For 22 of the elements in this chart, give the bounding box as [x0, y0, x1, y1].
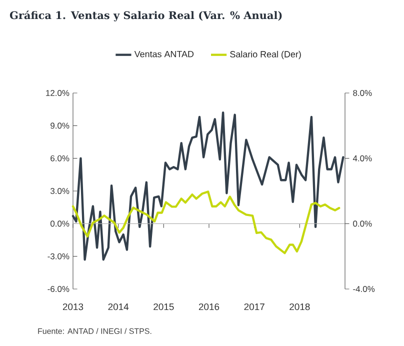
- y-tick-label: 12.0%: [46, 90, 70, 96]
- y-tick-label: 9.0%: [50, 122, 70, 129]
- line-series: [72, 190, 340, 254]
- y-tick-label: 0.0%: [50, 220, 70, 227]
- y2-tick-label: 8.0%: [353, 90, 372, 96]
- legend-label: Salario Real (Der): [230, 50, 301, 60]
- y2-tick-label: 4.0%: [352, 155, 372, 162]
- y-tick-label: -6.0%: [48, 286, 70, 292]
- chart-title: Gráfica 1. Ventas y Salario Real (Var. % Anual): [10, 10, 282, 22]
- x-tick-label: 2014: [108, 303, 129, 310]
- x-tick-label: 2016: [198, 303, 220, 310]
- y-tick-label: 6.0%: [50, 155, 70, 162]
- line-series: [72, 112, 344, 261]
- x-tick-label: 2018: [290, 303, 310, 310]
- x-tick-label: 2017: [244, 303, 264, 310]
- y2-tick-label: 0.0%: [353, 220, 372, 227]
- x-tick-label: 2013: [62, 303, 84, 310]
- y2-tick-label: -4.0%: [353, 286, 375, 292]
- legend-label: Ventas ANTAD: [134, 50, 194, 58]
- y-tick-label: -3.0%: [48, 253, 70, 260]
- x-tick-label: 2015: [154, 303, 174, 310]
- y-tick-label: 3.0%: [50, 188, 70, 194]
